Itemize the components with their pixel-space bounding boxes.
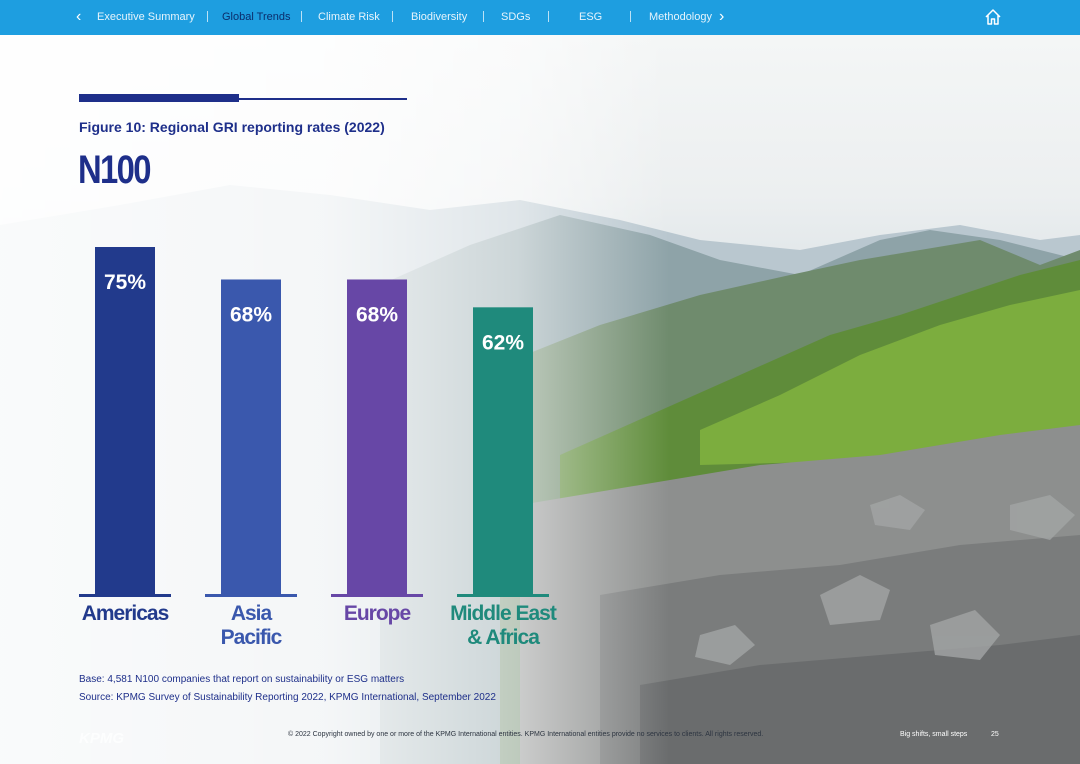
nav-item-biodiversity[interactable]: Biodiversity (411, 11, 468, 23)
category-label: Middle East & Africa (450, 602, 557, 649)
nav-item-executive-summary[interactable]: Executive Summary (97, 11, 195, 23)
bar-baseline (205, 594, 297, 597)
header-rule-thick (79, 94, 239, 102)
bar (95, 247, 155, 595)
nav-separator (548, 11, 549, 22)
bar-baseline (79, 594, 171, 597)
data-label: 68% (356, 303, 398, 326)
nav-item-esg[interactable]: ESG (579, 11, 603, 23)
nav-item-methodology[interactable]: Methodology (649, 11, 712, 23)
bar (221, 279, 281, 595)
category-label: Americas (82, 602, 169, 625)
nav-separator (207, 11, 208, 22)
figure-subtitle: N100 (78, 148, 151, 192)
page-number: 25 (991, 731, 999, 738)
nav-separator (483, 11, 484, 22)
chevron-right-icon[interactable]: › (719, 8, 725, 25)
chevron-left-icon[interactable]: ‹ (76, 8, 82, 25)
source-note: Source: KPMG Survey of Sustainability Re… (79, 692, 496, 703)
nav-item-climate-risk[interactable]: Climate Risk (318, 11, 380, 23)
figure-title: Figure 10: Regional GRI reporting rates … (79, 119, 385, 135)
copyright-text: © 2022 Copyright owned by one or more of… (288, 731, 764, 738)
bar (473, 307, 533, 595)
nav-separator (301, 11, 302, 22)
data-label: 68% (230, 303, 272, 326)
base-note: Base: 4,581 N100 companies that report o… (79, 674, 405, 685)
bar-baseline (457, 594, 549, 597)
data-label: 75% (104, 271, 146, 294)
home-icon[interactable] (984, 8, 1002, 26)
footer-tagline: Big shifts, small steps (900, 731, 968, 738)
nav-separator (392, 11, 393, 22)
background-overlay (0, 35, 1080, 764)
nav-separator (630, 11, 631, 22)
bar (347, 279, 407, 595)
top-navigation: ‹ Executive Summary Global Trends Climat… (0, 0, 1080, 35)
nav-item-global-trends[interactable]: Global Trends (222, 11, 291, 23)
header-rule-thin (239, 98, 407, 100)
nav-item-sdgs[interactable]: SDGs (501, 11, 531, 23)
kpmg-logo: KPMG (79, 730, 124, 747)
data-label: 62% (482, 331, 524, 354)
category-label: Europe (344, 602, 411, 625)
category-label: Asia Pacific (221, 602, 283, 649)
bar-baseline (331, 594, 423, 597)
